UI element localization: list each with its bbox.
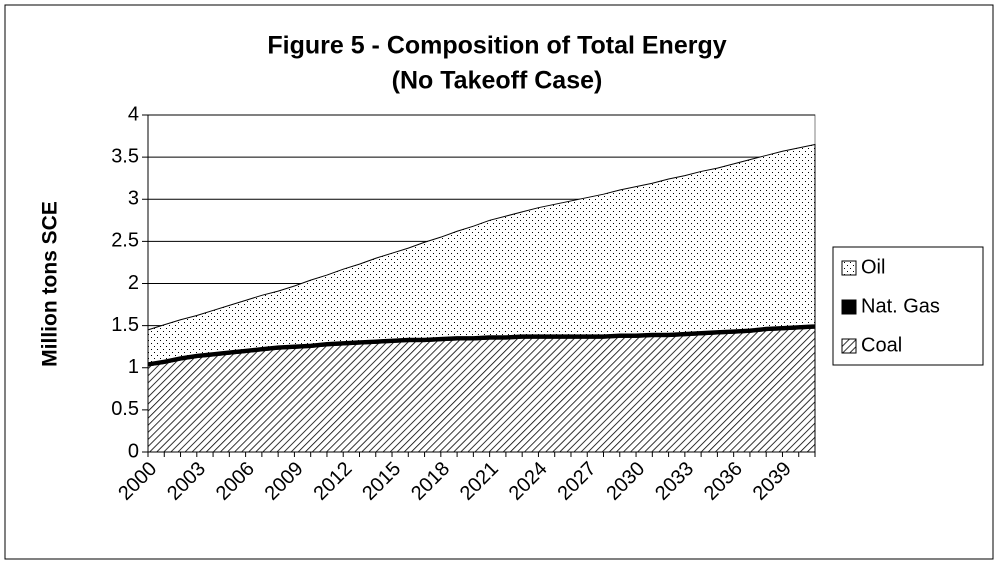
y-tick-label: 3.5 bbox=[111, 145, 139, 167]
y-tick-label: 0.5 bbox=[111, 398, 139, 420]
y-tick-label: 2.5 bbox=[111, 230, 139, 252]
legend-label: Oil bbox=[861, 256, 885, 278]
legend-label: Nat. Gas bbox=[861, 295, 940, 317]
chart-title: Figure 5 - Composition of Total Energy bbox=[267, 32, 726, 60]
area bbox=[147, 143, 816, 364]
y-tick-label: 1.5 bbox=[111, 314, 139, 336]
legend-label: Coal bbox=[861, 334, 902, 356]
y-tick-label: 3 bbox=[128, 188, 139, 210]
chart-subtitle: (No Takeoff Case) bbox=[392, 67, 603, 95]
legend-key bbox=[841, 299, 857, 315]
legend-key bbox=[841, 260, 857, 276]
y-tick-label: 4 bbox=[128, 103, 139, 125]
y-tick-label: 2 bbox=[128, 272, 139, 294]
legend-box bbox=[832, 246, 984, 366]
legend-key bbox=[841, 338, 857, 354]
y-axis-label: Million tons SCE bbox=[39, 201, 62, 367]
y-tick-label: 0 bbox=[128, 440, 139, 462]
y-tick-label: 1 bbox=[128, 356, 139, 378]
